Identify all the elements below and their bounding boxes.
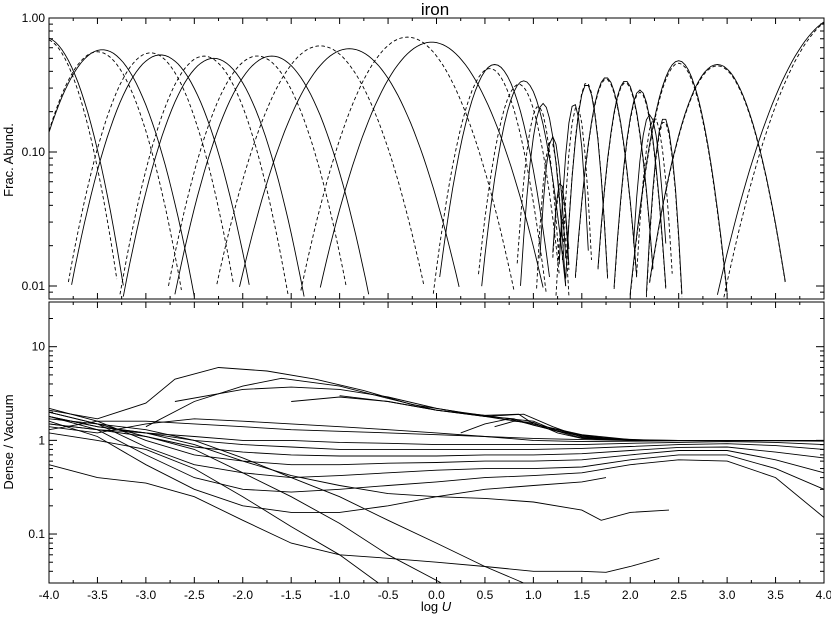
bottom-series-line-17	[291, 396, 824, 441]
top-series-line-4	[71, 54, 250, 285]
top-panel: 0.01 0.10 1.00 Frac. Abund.	[1, 11, 825, 300]
bot-ticks-xtick-label-14: 3.0	[719, 588, 736, 602]
top-series-line-0	[48, 37, 124, 286]
chart-title: iron	[421, 0, 449, 19]
top-series-line-32	[597, 80, 654, 268]
bot-ticks-xtick-label-5: -1.5	[281, 588, 302, 602]
bot-ticks-xtick-label-10: 1.0	[525, 588, 542, 602]
top-series-line-13	[300, 36, 515, 291]
bottom-series-line-16	[174, 386, 824, 441]
top-series-line-14	[439, 64, 550, 278]
top-series-line-44	[716, 21, 825, 295]
top-series-line-29	[565, 83, 609, 277]
bot-ticks-xtick-label-16: 4.0	[816, 588, 831, 602]
top-series-line-16	[481, 80, 567, 287]
bot-ticks-xtick-label-0: -4.0	[39, 588, 60, 602]
top-series-line-10	[239, 48, 460, 288]
bottom-y-axis-label: Dense / Vacuum	[1, 394, 16, 489]
bottom-series-line-1	[48, 418, 825, 443]
bottom-series-line-19	[460, 418, 824, 441]
top-series-line-11	[216, 45, 425, 285]
bot-ticks-xtick-label-8: 0.0	[428, 588, 445, 602]
bottom-series-line-13	[48, 418, 524, 584]
bot-ticks-ytick-label-0: 0.1	[28, 527, 45, 541]
top-series-line-33	[597, 82, 654, 270]
top-series-line-26	[558, 104, 589, 265]
top-series-line-7	[119, 55, 289, 295]
bot-ticks-xtick-label-13: 2.5	[670, 588, 687, 602]
bottom-plot-frame	[48, 301, 825, 584]
top-series-line-21	[536, 141, 563, 289]
bottom-series-line-7	[48, 415, 825, 518]
x-axis-label-italic-part: U	[442, 599, 452, 614]
bot-ticks-xtick-label-7: -0.5	[378, 588, 399, 602]
top-series-line-27	[561, 107, 592, 261]
bot-ticks-xtick-label-1: -3.5	[87, 588, 108, 602]
bottom-series-line-4	[48, 411, 825, 459]
bottom-panel: 0.1 1 10 -4.0 -3.5 -3.0 -2.5 -2.0 -1.5 -1.0 -0.5 0.…	[1, 301, 831, 614]
top-ticks-ytick-label-1: 0.10	[22, 145, 46, 159]
bottom-series-line-3	[48, 415, 825, 450]
top-series-line-1	[48, 39, 118, 280]
top-series-line-20	[539, 135, 567, 259]
bot-ticks-xtick-label-15: 3.5	[767, 588, 784, 602]
top-series-line-43	[649, 65, 786, 283]
bottom-series-line-2	[48, 423, 825, 446]
bot-ticks-xtick-label-3: -2.5	[184, 588, 205, 602]
top-series-line-30	[574, 77, 638, 277]
top-ticks-ytick-label-0: 0.01	[22, 279, 46, 293]
top-series-line-36	[633, 113, 667, 244]
top-series-line-8	[174, 55, 370, 295]
bot-ticks-xtick-label-9: 0.5	[477, 588, 494, 602]
top-series-group	[48, 21, 825, 298]
bottom-series-line-8	[48, 420, 607, 513]
bottom-series-line-12	[48, 423, 442, 584]
bottom-series-line-5	[48, 407, 825, 474]
bottom-series-line-15	[145, 377, 825, 442]
bottom-series-line-11	[48, 432, 379, 584]
bottom-series-group	[48, 367, 825, 584]
bot-ticks-xtick-label-6: -1.0	[329, 588, 350, 602]
bottom-series-line-10	[48, 415, 670, 521]
top-series-line-9	[168, 55, 347, 286]
bottom-series-line-6	[48, 411, 825, 490]
bottom-series-line-20	[494, 420, 824, 441]
top-series-line-34	[613, 89, 667, 287]
top-series-line-17	[478, 84, 560, 275]
top-series-line-15	[432, 68, 547, 294]
bottom-axis-ticks: 0.1 1 10 -4.0 -3.5 -3.0 -2.5 -2.0 -1.5 -1.0 -0.5 0.…	[28, 301, 831, 602]
top-series-line-41	[629, 62, 728, 296]
bot-ticks-ytick-label-2: 10	[32, 340, 46, 354]
top-ticks-ytick-label-2: 1.00	[22, 11, 46, 25]
top-series-line-2	[48, 49, 195, 297]
top-series-line-39	[645, 122, 683, 298]
top-axis-ticks: 0.01 0.10 1.00	[22, 11, 825, 300]
top-series-line-35	[613, 91, 667, 290]
top-series-line-23	[552, 187, 570, 271]
top-series-line-19	[516, 106, 560, 264]
bot-ticks-xtick-label-2: -3.0	[136, 588, 157, 602]
top-series-line-45	[723, 22, 825, 298]
top-series-line-5	[67, 52, 234, 283]
bot-ticks-ytick-label-1: 1	[38, 433, 45, 447]
top-series-line-28	[565, 85, 609, 279]
x-axis-label: log U	[421, 599, 452, 614]
top-y-axis-label: Frac. Abund.	[1, 123, 16, 197]
bot-ticks-xtick-label-11: 1.5	[573, 588, 590, 602]
top-series-line-12	[319, 41, 544, 288]
bottom-series-line-14	[48, 367, 824, 441]
top-series-line-31	[574, 79, 638, 278]
top-series-line-6	[122, 57, 305, 297]
bot-ticks-xtick-label-4: -2.0	[232, 588, 253, 602]
bot-ticks-xtick-label-12: 2.0	[622, 588, 639, 602]
top-series-line-3	[48, 51, 182, 291]
bottom-series-line-9	[48, 464, 660, 573]
